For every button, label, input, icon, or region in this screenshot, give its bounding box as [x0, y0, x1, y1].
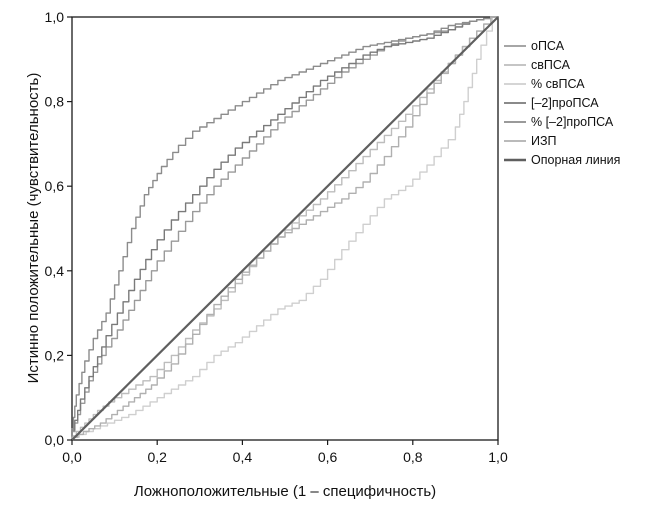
- y-tick-label: 0,2: [45, 347, 65, 363]
- y-axis-title: Истинно положительные (чувствительность): [25, 73, 42, 384]
- y-tick-label: 1,0: [45, 9, 65, 25]
- y-tick-label: 0,0: [45, 432, 65, 448]
- legend-label: Опорная линия: [531, 153, 620, 167]
- series-line-6: [71, 16, 499, 441]
- y-tick-label: 0,6: [45, 178, 65, 194]
- series-line-3: [71, 16, 498, 440]
- x-tick-label: 0,6: [318, 449, 338, 465]
- x-tick-label: 0,0: [62, 449, 82, 465]
- series-line-2: [71, 16, 498, 440]
- series-layer: [71, 16, 499, 441]
- x-tick-label: 0,8: [403, 449, 423, 465]
- legend-label: свПСА: [531, 58, 571, 72]
- x-tick-label: 0,2: [147, 449, 167, 465]
- x-axis-title: Ложноположительные (1 – специфичность): [134, 483, 436, 500]
- legend: оПСА свПСА % свПСА [–2]проПСА % [–2]проПСА ИЗ…: [504, 39, 620, 167]
- x-tick-label: 0,4: [233, 449, 253, 465]
- legend-label: % [–2]проПСА: [531, 115, 614, 129]
- x-tick-label: 1,0: [488, 449, 508, 465]
- y-tick-label: 0,8: [45, 94, 65, 110]
- series-line-4: [71, 16, 498, 440]
- legend-label: оПСА: [531, 39, 565, 53]
- y-tick-label: 0,4: [45, 263, 65, 279]
- legend-label: ИЗП: [531, 134, 557, 148]
- ticks-layer: 0,0 0,2 0,4 0,6 0,8 1,0 0,0 0,2 0,4 0,6 0,8 1,0: [45, 9, 508, 465]
- legend-label: % свПСА: [531, 77, 585, 91]
- legend-label: [–2]проПСА: [531, 96, 599, 110]
